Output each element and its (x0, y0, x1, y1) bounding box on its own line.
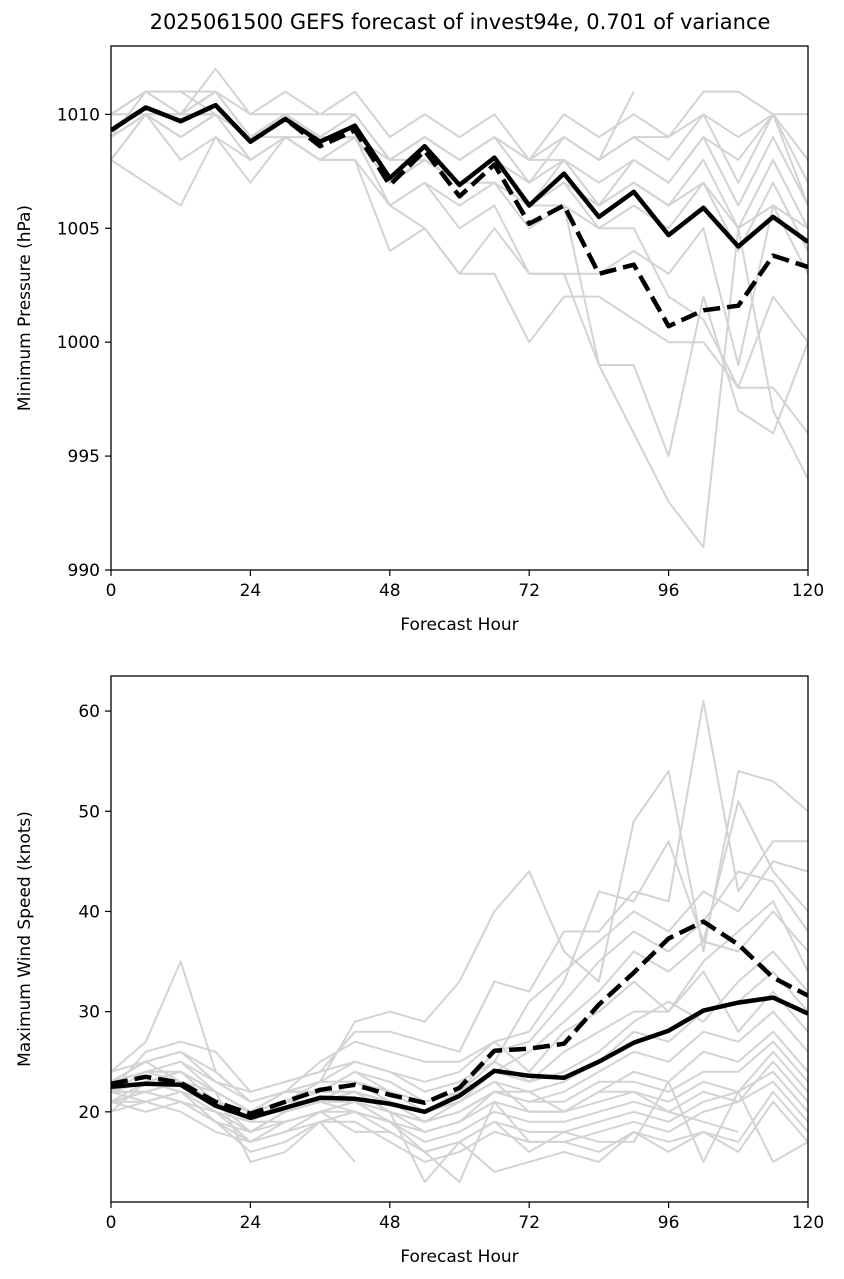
pressure-axes-frame (110, 45, 809, 571)
pressure-x-tick-label-96: 96 (658, 581, 680, 601)
wind-solid-mean-line (111, 995, 808, 1121)
wind-y-tick-label-20: 20 (78, 1103, 100, 1123)
wind-x-tick-label-48: 48 (379, 1213, 401, 1233)
chart-title: 2025061500 GEFS forecast of invest94e, 0… (149, 10, 771, 34)
wind-y-tick-label-50: 50 (78, 802, 100, 822)
wind-y-tick-label-40: 40 (78, 902, 100, 922)
wind-x-tick-label-0: 0 (106, 1213, 117, 1233)
wind-y-axis-label: Maximum Wind Speed (knots) (15, 811, 35, 1067)
wind-x-axis-label: Forecast Hour (400, 1247, 518, 1267)
pressure-y-tick-label-990: 990 (68, 561, 100, 581)
wind-member-line-21 (111, 1060, 356, 1163)
pressure-x-tick-label-48: 48 (379, 581, 401, 601)
pressure-x-axis-label: Forecast Hour (400, 615, 518, 635)
pressure-x-tick-label-0: 0 (106, 581, 117, 601)
pressure-x-tick-label-24: 24 (240, 581, 262, 601)
wind-member-line-3 (111, 800, 808, 1103)
wind-x-tick-label-24: 24 (240, 1213, 262, 1233)
pressure-plot-area (111, 67, 808, 549)
pressure-x-tick-label-120: 120 (792, 581, 824, 601)
pressure-y-tick-label-1000: 1000 (57, 333, 100, 353)
wind-member-line-5 (111, 870, 808, 1103)
wind-member-line-4 (111, 860, 808, 1113)
wind-y-tick-label-60: 60 (78, 702, 100, 722)
pressure-member-line-7 (111, 113, 808, 366)
wind-member-line-2 (111, 700, 808, 1093)
pressure-x-tick-label-72: 72 (518, 581, 540, 601)
pressure-panel: 0 24 48 72 96 120 990 995 1000 1005 1010 Forecast H… (15, 45, 824, 635)
pressure-member-line-10 (111, 90, 808, 434)
pressure-y-tick-label-995: 995 (68, 447, 100, 467)
pressure-dashed-mean-line (111, 102, 808, 329)
wind-member-line-7 (111, 900, 808, 1093)
wind-dashed-mean-line (111, 919, 808, 1117)
wind-x-tick-label-72: 72 (518, 1213, 540, 1233)
wind-y-tick-label-30: 30 (78, 1003, 100, 1023)
pressure-y-tick-label-1005: 1005 (57, 219, 100, 239)
wind-x-tick-label-120: 120 (792, 1213, 824, 1233)
pressure-solid-mean-line (111, 102, 808, 249)
pressure-y-tick-label-1010: 1010 (57, 105, 100, 125)
pressure-y-axis-label: Minimum Pressure (hPa) (15, 205, 35, 411)
pressure-member-line-6 (111, 113, 808, 252)
pressure-member-line-13 (111, 90, 808, 206)
pressure-member-line-1 (111, 90, 808, 161)
pressure-member-line-8 (111, 113, 808, 389)
wind-plot-area (111, 700, 808, 1183)
wind-x-tick-label-96: 96 (658, 1213, 680, 1233)
wind-member-line-15 (111, 1060, 808, 1143)
pressure-member-line-9 (111, 136, 808, 458)
wind-member-line-14 (111, 1050, 808, 1133)
wind-axes-frame (110, 675, 809, 1203)
wind-panel: 0 24 48 72 96 120 20 30 40 50 60 Forecast Hour Maxim… (15, 675, 824, 1267)
